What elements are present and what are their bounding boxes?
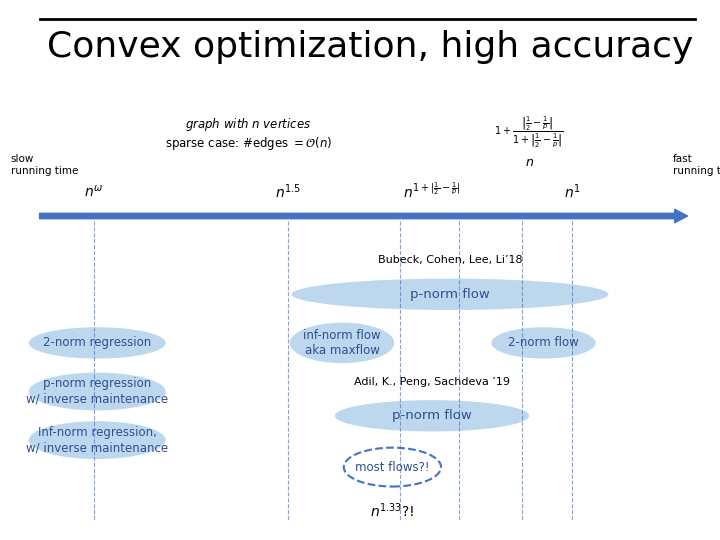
- Text: Convex optimization, high accuracy: Convex optimization, high accuracy: [47, 30, 693, 64]
- Text: Inf-norm regression,
w/ inverse maintenance: Inf-norm regression, w/ inverse maintena…: [26, 426, 168, 454]
- Ellipse shape: [492, 327, 596, 359]
- Text: 2-norm regression: 2-norm regression: [43, 336, 151, 349]
- Text: $n^{1.33}$?!: $n^{1.33}$?!: [370, 501, 415, 519]
- Text: p-norm flow: p-norm flow: [392, 409, 472, 422]
- Ellipse shape: [29, 373, 166, 410]
- Text: graph with $n$ vertices: graph with $n$ vertices: [185, 116, 312, 133]
- Text: inf-norm flow
aka maxflow: inf-norm flow aka maxflow: [303, 329, 381, 357]
- Text: $n^{1}$: $n^{1}$: [564, 183, 581, 201]
- FancyArrow shape: [40, 210, 688, 222]
- Text: p-norm regression
w/ inverse maintenance: p-norm regression w/ inverse maintenance: [26, 377, 168, 406]
- Ellipse shape: [292, 279, 608, 310]
- Text: $1+\dfrac{\left|\frac{1}{2}-\frac{1}{p}\right|}{1+\left|\frac{1}{2}-\frac{1}{p}\: $1+\dfrac{\left|\frac{1}{2}-\frac{1}{p}\…: [494, 114, 564, 150]
- Text: slow
running time: slow running time: [11, 154, 78, 176]
- Ellipse shape: [335, 400, 529, 431]
- Ellipse shape: [289, 322, 395, 363]
- Text: Bubeck, Cohen, Lee, Li’18: Bubeck, Cohen, Lee, Li’18: [378, 255, 522, 265]
- Text: p-norm flow: p-norm flow: [410, 288, 490, 301]
- Text: $n^{1+|\frac{1}{2}-\frac{1}{p}|}$: $n^{1+|\frac{1}{2}-\frac{1}{p}|}$: [403, 182, 461, 201]
- Text: $n^{\omega}$: $n^{\omega}$: [84, 184, 103, 200]
- Text: $n$: $n$: [525, 156, 534, 168]
- Text: 2-norm flow: 2-norm flow: [508, 336, 579, 349]
- Text: sparse case: #edges $= \mathcal{O}(n)$: sparse case: #edges $= \mathcal{O}(n)$: [165, 134, 332, 152]
- Ellipse shape: [29, 421, 166, 459]
- Text: fast
running time: fast running time: [673, 154, 720, 176]
- Text: most flows?!: most flows?!: [355, 461, 430, 474]
- Text: Adil, K., Peng, Sachdeva ’19: Adil, K., Peng, Sachdeva ’19: [354, 376, 510, 387]
- Text: $n^{1.5}$: $n^{1.5}$: [275, 183, 301, 201]
- Ellipse shape: [29, 327, 166, 359]
